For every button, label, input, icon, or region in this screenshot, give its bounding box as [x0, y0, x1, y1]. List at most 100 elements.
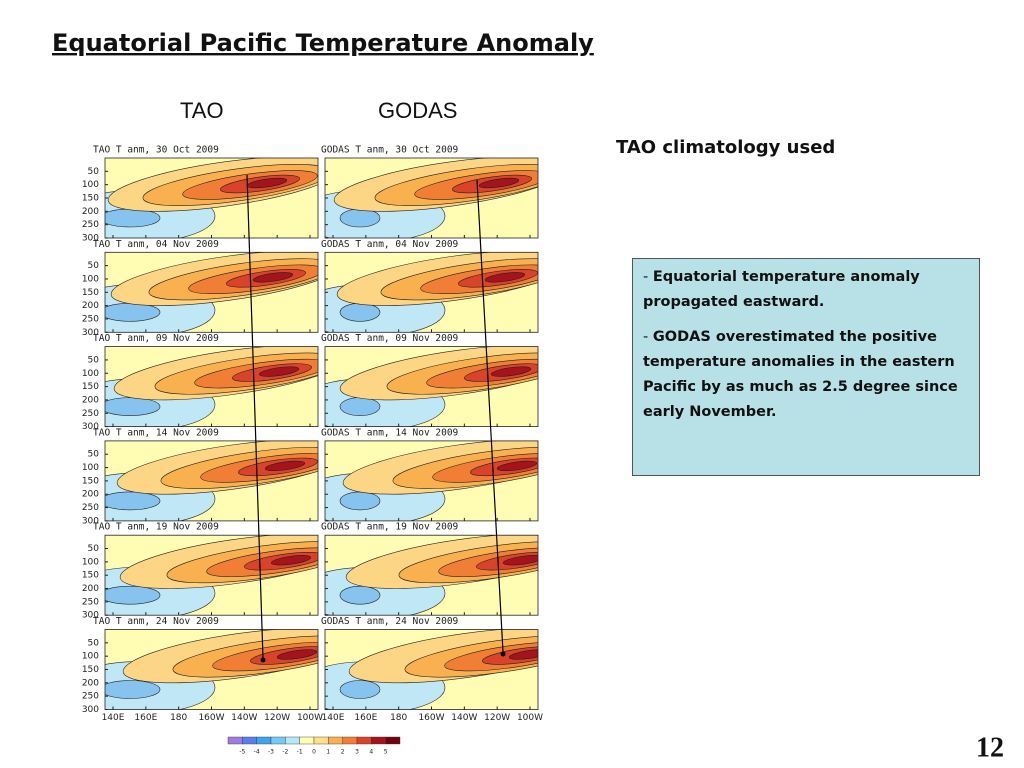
warm-anomaly	[258, 366, 300, 377]
colorbar-label: -4	[254, 749, 260, 756]
contour-plot	[325, 629, 538, 710]
contour-plot	[105, 440, 318, 521]
panel-title: GODAS T anm, 04 Nov 2009	[321, 239, 459, 250]
colorbar-label: -3	[268, 749, 274, 756]
warm-anomaly	[496, 460, 538, 472]
contour-plot	[325, 535, 538, 616]
cold-core	[339, 302, 381, 322]
colorbar-label: 1	[326, 749, 330, 756]
page-number: 12	[976, 732, 1004, 763]
cold-core	[105, 303, 161, 322]
panel-title: TAO T anm, 24 Nov 2009	[93, 616, 219, 627]
contour-plot	[105, 535, 318, 616]
cold-core	[339, 397, 381, 416]
warm-anomaly	[478, 177, 520, 189]
lon-tick-label: 140W	[451, 713, 477, 723]
depth-tick-label: 200	[82, 678, 99, 688]
depth-tick-label: 250	[82, 220, 99, 230]
depth-tick-label: 150	[82, 288, 99, 298]
cold-core	[339, 491, 381, 511]
lon-tick-label: 120W	[264, 713, 290, 723]
cold-core	[339, 680, 381, 699]
cold-core	[105, 680, 161, 699]
note: TAO climatology used	[616, 137, 835, 158]
contour-plot	[325, 440, 538, 521]
cold-core	[339, 208, 381, 228]
warm-anomaly	[484, 272, 526, 283]
lon-tick-label: 140W	[231, 713, 257, 723]
warm-anomaly	[502, 555, 538, 566]
panel-title: GODAS T anm, 19 Nov 2009	[321, 522, 459, 533]
panel-title: TAO T anm, 30 Oct 2009	[93, 145, 219, 156]
colorbar-swatch	[385, 736, 401, 745]
bullet: Equatorial temperature anomaly propagate…	[643, 265, 971, 315]
warm-anomaly	[252, 272, 294, 283]
depth-tick-label: 100	[82, 652, 99, 662]
warm-anomaly	[490, 366, 532, 377]
lon-tick-label: 160W	[418, 713, 444, 723]
contour-plot	[105, 158, 318, 238]
lon-tick-label: 100W	[517, 713, 543, 723]
colorbar-swatch	[328, 736, 343, 745]
depth-tick-label: 100	[82, 369, 99, 379]
arrow-head	[260, 657, 266, 663]
depth-tick-label: 200	[82, 301, 99, 311]
lon-tick-label: 140E	[322, 713, 345, 723]
panel-title: TAO T anm, 14 Nov 2009	[93, 427, 219, 438]
panel-title: GODAS T anm, 14 Nov 2009	[321, 427, 459, 438]
contour-plot	[105, 252, 318, 333]
lon-tick-label: 120W	[484, 713, 510, 723]
lon-tick-label: 160W	[198, 713, 224, 723]
depth-tick-label: 50	[88, 544, 100, 554]
contour-plot	[105, 346, 318, 427]
colorbar-swatch	[227, 736, 243, 745]
depth-tick-label: 150	[82, 194, 99, 204]
depth-tick-label: 250	[82, 503, 99, 513]
depth-tick-label: 300	[82, 422, 99, 432]
depth-tick-label: 200	[82, 207, 99, 217]
warm-anomaly	[264, 460, 306, 472]
colorbar-swatch	[313, 736, 329, 745]
summary-box: Equatorial temperature anomaly propagate…	[632, 258, 980, 476]
colorbar-swatch	[299, 736, 315, 745]
depth-tick-label: 50	[88, 261, 100, 271]
contour-plot	[325, 346, 538, 427]
depth-tick-label: 50	[88, 167, 100, 177]
depth-tick-label: 250	[82, 314, 99, 324]
panel-title: TAO T anm, 19 Nov 2009	[93, 522, 219, 533]
depth-tick-label: 200	[82, 395, 99, 405]
depth-tick-label: 300	[82, 516, 99, 526]
cold-core	[339, 585, 381, 605]
depth-tick-label: 250	[82, 597, 99, 607]
lon-tick-label: 140E	[102, 713, 125, 723]
colorbar-label: -5	[239, 749, 245, 756]
lon-tick-label: 180	[170, 713, 187, 723]
colorbar-swatch	[342, 736, 358, 745]
warm-anomaly	[270, 555, 312, 566]
panel-title: TAO T anm, 09 Nov 2009	[93, 333, 219, 344]
depth-tick-label: 300	[82, 328, 99, 338]
colorbar-label: 4	[369, 749, 373, 756]
contour-plot	[325, 252, 538, 333]
cold-core	[105, 208, 161, 228]
arrow	[246, 174, 264, 659]
warm-anomaly	[508, 649, 538, 660]
lon-tick-label: 180	[390, 713, 407, 723]
depth-tick-label: 100	[82, 557, 99, 567]
panel-title: GODAS T anm, 09 Nov 2009	[321, 333, 459, 344]
colorbar-swatch	[242, 736, 257, 745]
lon-tick-label: 160E	[354, 713, 377, 723]
cold-core	[105, 585, 161, 605]
colorbar-label: 2	[341, 749, 345, 756]
depth-tick-label: 150	[82, 382, 99, 392]
cold-core	[105, 397, 161, 416]
panel-title: GODAS T anm, 24 Nov 2009	[321, 616, 459, 627]
figure: TAO T anm, 30 Oct 200950100150200250300G…	[82, 145, 543, 756]
contour-plot	[325, 158, 538, 238]
colorbar-swatch	[356, 736, 372, 745]
depth-tick-label: 250	[82, 692, 99, 702]
colorbar-swatch	[256, 736, 272, 745]
depth-tick-label: 150	[82, 571, 99, 581]
